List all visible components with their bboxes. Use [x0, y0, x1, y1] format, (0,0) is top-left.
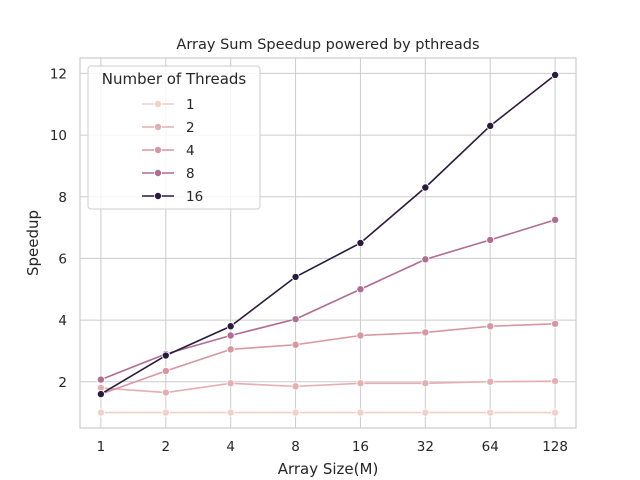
- data-point-4: [161, 366, 170, 375]
- data-point-1: [486, 408, 495, 417]
- data-point-16: [421, 183, 430, 192]
- legend-box: [87, 65, 261, 210]
- data-point-4: [421, 328, 430, 337]
- legend: Number of Threads 1 2 4 8 16: [87, 65, 261, 210]
- data-point-2: [551, 377, 560, 386]
- data-point-8: [486, 235, 495, 244]
- legend-swatch-marker: [153, 191, 162, 200]
- y-axis-ticks: 2 4 6 8 10 12: [50, 66, 67, 390]
- x-tick-label: 8: [291, 439, 300, 455]
- legend-swatch-marker: [153, 123, 162, 132]
- data-point-4: [551, 319, 560, 328]
- y-tick-label: 2: [58, 375, 67, 391]
- legend-item-16: 16: [142, 189, 203, 205]
- data-point-2: [291, 382, 300, 391]
- y-tick-label: 10: [50, 128, 67, 144]
- data-point-16: [226, 322, 235, 331]
- legend-label: 4: [186, 143, 195, 159]
- x-tick-label: 16: [352, 439, 369, 455]
- data-point-2: [486, 377, 495, 386]
- x-tick-label: 4: [226, 439, 235, 455]
- x-tick-label: 32: [417, 439, 434, 455]
- data-point-2: [161, 388, 170, 397]
- data-point-4: [356, 331, 365, 340]
- y-axis-label: Speedup: [24, 210, 42, 276]
- x-tick-label: 2: [161, 439, 170, 455]
- data-point-4: [291, 340, 300, 349]
- data-point-8: [96, 375, 105, 384]
- data-point-2: [421, 379, 430, 388]
- legend-swatch-marker: [153, 168, 162, 177]
- legend-item-4: 4: [142, 143, 195, 159]
- legend-label: 8: [186, 166, 195, 182]
- data-point-4: [486, 322, 495, 331]
- chart-title: Array Sum Speedup powered by pthreads: [176, 37, 479, 53]
- y-tick-label: 8: [58, 190, 67, 206]
- legend-title: Number of Threads: [102, 70, 247, 88]
- legend-label: 16: [186, 189, 203, 205]
- x-tick-label: 1: [97, 439, 106, 455]
- x-tick-label: 64: [482, 439, 499, 455]
- data-point-1: [421, 408, 430, 417]
- legend-swatch-marker: [153, 145, 162, 154]
- data-point-16: [161, 351, 170, 360]
- series-line-4: [100, 322, 556, 395]
- y-tick-label: 12: [50, 66, 67, 82]
- x-axis-ticks: 1 2 4 8 16 32 64 128: [97, 439, 568, 455]
- data-point-2: [226, 379, 235, 388]
- data-point-8: [226, 331, 235, 340]
- data-point-1: [291, 408, 300, 417]
- data-point-16: [356, 238, 365, 247]
- data-point-1: [161, 408, 170, 417]
- legend-item-2: 2: [142, 120, 195, 136]
- data-point-16: [486, 121, 495, 130]
- data-point-1: [96, 408, 105, 417]
- data-point-2: [356, 379, 365, 388]
- data-point-8: [551, 215, 560, 224]
- data-point-8: [291, 315, 300, 324]
- series-line-16: [100, 74, 556, 395]
- data-point-16: [551, 70, 560, 79]
- data-point-16: [96, 390, 105, 399]
- data-point-1: [551, 408, 560, 417]
- data-point-1: [356, 408, 365, 417]
- legend-item-8: 8: [142, 166, 195, 182]
- x-axis-label: Array Size(M): [278, 460, 379, 478]
- legend-label: 2: [186, 120, 195, 136]
- legend-item-1: 1: [142, 97, 195, 113]
- data-point-16: [291, 272, 300, 281]
- marker-layer: [96, 70, 560, 417]
- data-point-8: [356, 285, 365, 294]
- series-layer: [100, 74, 556, 414]
- data-point-1: [226, 408, 235, 417]
- legend-items: 1 2 4 8 16: [142, 97, 203, 205]
- data-point-8: [421, 255, 430, 264]
- legend-label: 1: [186, 97, 195, 113]
- series-line-2: [100, 380, 556, 394]
- y-tick-label: 6: [58, 251, 67, 267]
- data-point-4: [226, 345, 235, 354]
- y-tick-label: 4: [58, 313, 67, 329]
- legend-swatch-marker: [153, 100, 162, 109]
- x-tick-label: 128: [542, 439, 568, 455]
